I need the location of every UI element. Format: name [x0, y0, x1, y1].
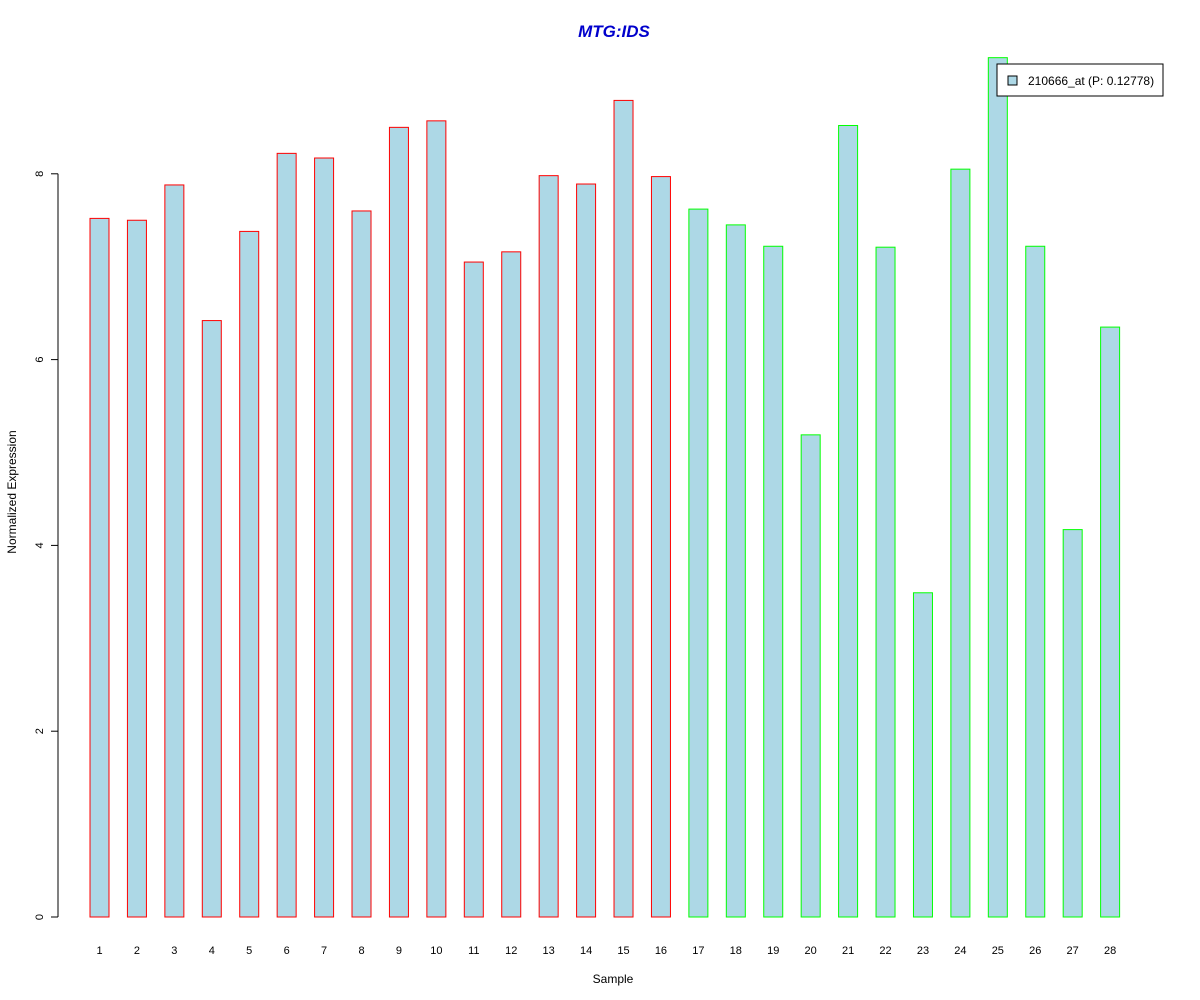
x-tick-label: 18: [730, 945, 742, 957]
x-tick-label: 4: [209, 945, 215, 957]
x-tick-label: 12: [505, 945, 517, 957]
bar-sample-27: [1063, 530, 1082, 917]
y-tick-label: 8: [34, 171, 46, 177]
bar-sample-10: [427, 121, 446, 917]
bar-sample-19: [764, 246, 783, 917]
x-axis-labels: 1234567891011121314151617181920212223242…: [96, 945, 1116, 957]
y-tick-label: 0: [34, 914, 46, 920]
chart-title: MTG:IDS: [578, 22, 650, 41]
legend-swatch: [1008, 76, 1017, 85]
x-tick-label: 28: [1104, 945, 1116, 957]
legend-label: 210666_at (P: 0.12778): [1028, 74, 1154, 88]
bar-sample-2: [127, 220, 146, 917]
bar-sample-3: [165, 185, 184, 917]
x-tick-label: 25: [992, 945, 1004, 957]
x-tick-label: 21: [842, 945, 854, 957]
x-tick-label: 17: [692, 945, 704, 957]
x-tick-label: 14: [580, 945, 592, 957]
bar-sample-21: [839, 125, 858, 917]
bar-sample-22: [876, 247, 895, 917]
bar-sample-16: [651, 177, 670, 917]
bar-sample-7: [315, 158, 334, 917]
bar-sample-18: [726, 225, 745, 917]
bars: [90, 58, 1120, 917]
bar-sample-25: [988, 58, 1007, 917]
x-tick-label: 11: [468, 945, 479, 957]
x-tick-label: 19: [767, 945, 779, 957]
x-tick-label: 20: [805, 945, 817, 957]
bar-sample-17: [689, 209, 708, 917]
x-tick-label: 9: [396, 945, 402, 957]
bar-sample-15: [614, 100, 633, 917]
bar-sample-26: [1026, 246, 1045, 917]
legend: 210666_at (P: 0.12778): [997, 64, 1163, 96]
x-tick-label: 23: [917, 945, 929, 957]
y-tick-label: 4: [34, 542, 46, 548]
y-axis-title: Normalized Expression: [5, 430, 19, 553]
x-tick-label: 6: [284, 945, 290, 957]
bar-sample-28: [1101, 327, 1120, 917]
bar-sample-4: [202, 321, 221, 917]
x-tick-label: 16: [655, 945, 667, 957]
x-tick-label: 8: [358, 945, 364, 957]
bar-sample-1: [90, 218, 109, 917]
y-tick-label: 6: [34, 357, 46, 363]
bar-sample-20: [801, 435, 820, 917]
bar-sample-13: [539, 176, 558, 917]
y-tick-label: 2: [34, 728, 46, 734]
y-axis: 0 2 4 6 8: [34, 171, 58, 920]
bar-sample-23: [913, 593, 932, 917]
x-tick-label: 3: [171, 945, 177, 957]
x-tick-label: 2: [134, 945, 140, 957]
bar-sample-14: [577, 184, 596, 917]
bar-sample-5: [240, 231, 259, 917]
bar-sample-12: [502, 252, 521, 917]
x-axis-title: Sample: [593, 972, 634, 986]
x-tick-label: 24: [954, 945, 966, 957]
x-tick-label: 5: [246, 945, 252, 957]
x-tick-label: 22: [879, 945, 891, 957]
x-tick-label: 27: [1067, 945, 1079, 957]
bar-sample-11: [464, 262, 483, 917]
x-tick-label: 10: [430, 945, 442, 957]
x-tick-label: 7: [321, 945, 327, 957]
bar-sample-9: [389, 127, 408, 917]
x-tick-label: 26: [1029, 945, 1041, 957]
bar-sample-8: [352, 211, 371, 917]
bar-sample-24: [951, 169, 970, 917]
bar-sample-6: [277, 153, 296, 917]
x-tick-label: 13: [543, 945, 555, 957]
x-tick-label: 1: [96, 945, 102, 957]
x-tick-label: 15: [617, 945, 629, 957]
